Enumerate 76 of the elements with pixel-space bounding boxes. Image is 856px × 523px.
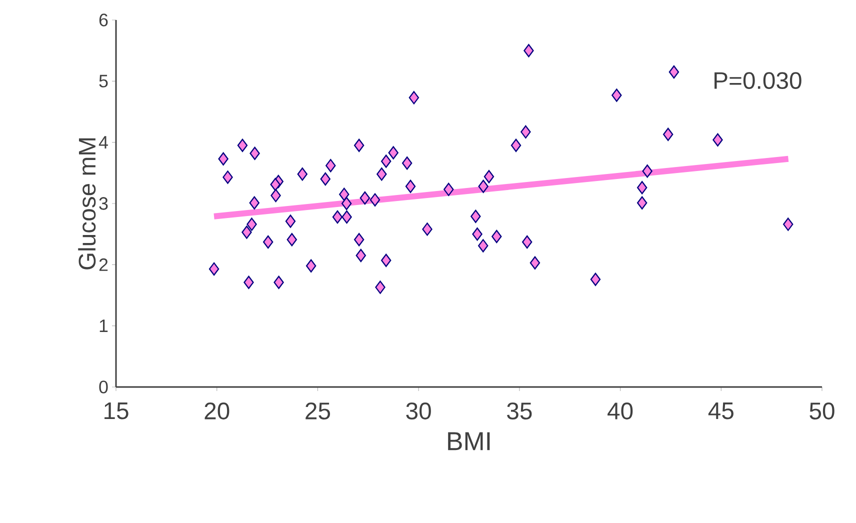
point: [381, 154, 392, 168]
point: [388, 146, 398, 160]
point: [470, 210, 481, 223]
point: [285, 214, 296, 228]
point: [341, 196, 352, 210]
point: [375, 280, 386, 294]
x-axis-title: BMI: [448, 432, 490, 450]
point: [612, 88, 622, 102]
x-tick-label: 40: [608, 402, 633, 420]
point: [270, 178, 280, 192]
point: [472, 227, 482, 241]
point: [222, 170, 233, 184]
x-tick-label: 30: [406, 402, 431, 420]
point: [668, 65, 680, 79]
y-tick-label: 0: [99, 380, 108, 394]
point: [218, 152, 228, 166]
point: [402, 156, 412, 170]
point: [381, 254, 392, 267]
point: [636, 196, 648, 210]
point: [590, 272, 601, 286]
point: [339, 188, 350, 201]
x-tick-label: 50: [810, 402, 834, 420]
point: [270, 188, 281, 202]
point: [356, 248, 366, 262]
x-tick-label: 45: [708, 402, 734, 420]
point: [249, 196, 260, 210]
y-tick-label: 3: [99, 197, 108, 210]
y-axis-title: Glucose mM: [78, 138, 96, 270]
point: [712, 133, 723, 146]
point: [306, 259, 316, 272]
y-tick-label: 5: [99, 74, 108, 88]
point: [360, 191, 370, 205]
point: [663, 128, 674, 141]
point: [354, 138, 364, 152]
point: [262, 235, 274, 249]
point: [244, 276, 254, 289]
annotation: P=0.030: [714, 72, 802, 90]
y-tick-label: 4: [98, 136, 108, 148]
x-tick-label: 35: [507, 402, 532, 420]
point: [510, 138, 522, 152]
point: [492, 230, 502, 244]
point: [332, 210, 343, 224]
y-tick-label: 1: [100, 320, 108, 332]
point: [636, 180, 648, 194]
point: [246, 218, 257, 231]
point: [320, 172, 330, 186]
point: [444, 182, 454, 196]
x-tick-label: 15: [104, 402, 128, 420]
point: [354, 232, 364, 246]
point: [326, 158, 336, 172]
point: [370, 193, 380, 206]
point: [405, 180, 416, 193]
y-tick-label: 6: [99, 14, 108, 26]
point: [783, 218, 794, 231]
point: [522, 235, 532, 249]
point: [642, 164, 652, 178]
point: [478, 180, 488, 193]
point: [237, 138, 248, 152]
point: [297, 168, 308, 181]
point: [520, 125, 531, 139]
point: [242, 226, 252, 239]
point: [286, 232, 297, 246]
point: [408, 91, 420, 104]
point: [208, 262, 220, 276]
point: [484, 170, 494, 184]
point: [376, 168, 387, 181]
point: [342, 210, 352, 224]
point: [530, 256, 540, 270]
y-tick-label: 2: [99, 258, 108, 271]
point: [478, 239, 488, 252]
point: [422, 222, 432, 236]
point: [250, 146, 260, 160]
x-tick-label: 25: [306, 402, 330, 420]
point: [274, 276, 284, 289]
point: [524, 44, 534, 58]
x-tick-label: 20: [204, 402, 230, 420]
